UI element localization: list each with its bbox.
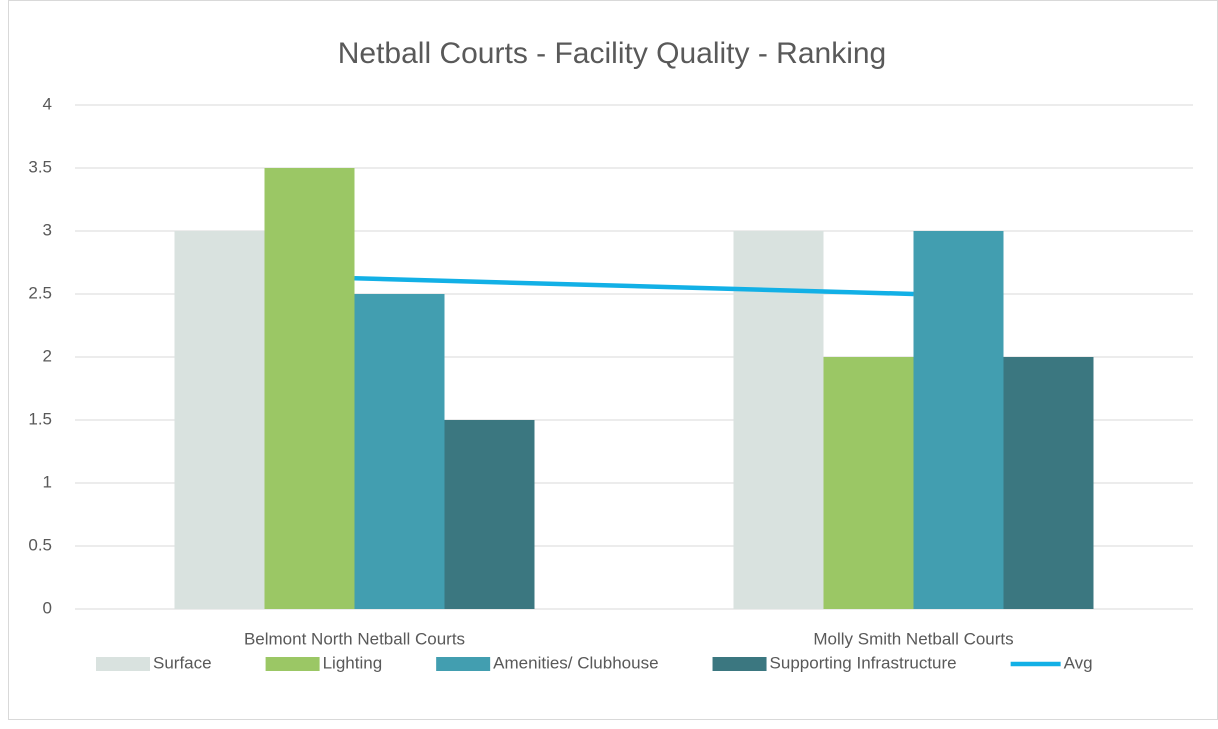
y-tick-label: 0.5 — [28, 535, 52, 554]
y-tick-label: 3 — [43, 220, 52, 239]
legend-label: Lighting — [323, 653, 383, 672]
legend-label: Supporting Infrastructure — [770, 653, 957, 672]
bar — [823, 357, 914, 609]
bar — [1003, 357, 1094, 609]
legend-label: Amenities/ Clubhouse — [493, 653, 658, 672]
chart-title: Netball Courts - Facility Quality - Rank… — [338, 37, 887, 70]
bar — [264, 168, 355, 609]
bar — [354, 294, 445, 609]
bar — [913, 231, 1004, 609]
legend-label: Surface — [153, 653, 212, 672]
y-tick-label: 0 — [43, 598, 52, 617]
y-tick-label: 1.5 — [28, 409, 52, 428]
legend-label: Avg — [1064, 653, 1093, 672]
x-tick-label: Belmont North Netball Courts — [244, 629, 465, 648]
bar — [444, 420, 535, 609]
legend-swatch — [96, 657, 150, 671]
bar — [733, 231, 824, 609]
legend-swatch — [265, 657, 320, 671]
x-tick-label: Molly Smith Netball Courts — [813, 629, 1013, 648]
legend-swatch — [712, 657, 767, 671]
y-tick-label: 2 — [43, 346, 52, 365]
y-tick-label: 3.5 — [28, 157, 52, 176]
y-tick-label: 4 — [43, 94, 52, 113]
y-tick-label: 1 — [43, 472, 52, 491]
bar — [174, 231, 265, 609]
y-tick-label: 2.5 — [28, 283, 52, 302]
legend-swatch — [436, 657, 491, 671]
line-series — [354, 276, 914, 297]
